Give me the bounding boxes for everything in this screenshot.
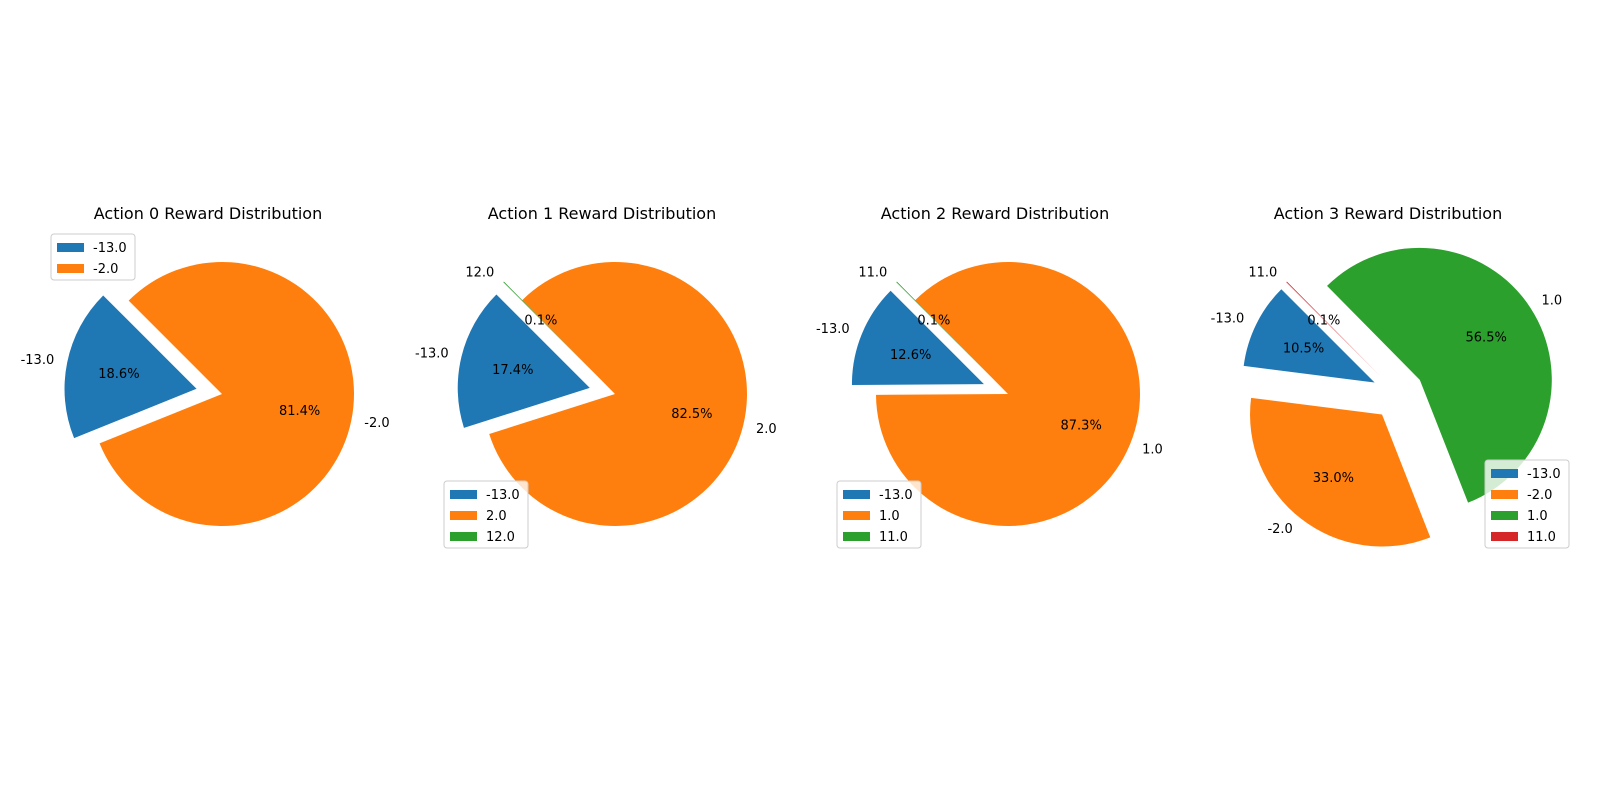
legend-swatch (450, 490, 477, 499)
pie-slice-1.0 (876, 262, 1140, 526)
legend-entry: -13.0 (486, 488, 520, 503)
pie-slice-12.0 (503, 281, 597, 376)
chart-title: Action 2 Reward Distribution (881, 204, 1109, 223)
legend-entry: -2.0 (93, 262, 118, 277)
slice-label: -2.0 (364, 416, 389, 431)
legend-swatch (57, 264, 84, 273)
legend-entry: 1.0 (1527, 509, 1548, 524)
pie-slice-2.0 (489, 261, 747, 526)
pie-chart-0: Action 0 Reward Distribution -13.0 18.6% -2… (21, 204, 390, 526)
slice-label: -13.0 (816, 322, 850, 337)
legend-swatch (1491, 490, 1518, 499)
legend-entry: 11.0 (879, 530, 908, 545)
legend-swatch (1491, 532, 1518, 541)
legend-swatch (57, 243, 84, 252)
pie-slice-1.0 (1327, 247, 1552, 503)
legend: -13.0 2.0 12.0 (443, 480, 529, 549)
legend-entry: 11.0 (1527, 530, 1556, 545)
pie-slice-11.0 (896, 281, 990, 376)
percent-label: 0.1% (917, 313, 950, 328)
percent-label: 0.1% (1307, 313, 1340, 328)
slice-label: 11.0 (858, 266, 887, 281)
pie-slice--13.0 (851, 290, 984, 385)
pie-slice--2.0 (99, 262, 354, 526)
pie-slice-11.0 (1286, 281, 1380, 376)
legend-entry: 1.0 (879, 509, 900, 524)
slice-label: -13.0 (415, 347, 449, 362)
legend: -13.0 1.0 11.0 (836, 480, 922, 549)
pie-chart-1: Action 1 Reward Distribution -13.0 17.4% 2.… (415, 204, 777, 549)
legend-swatch (843, 532, 870, 541)
slice-label: -2.0 (1267, 522, 1292, 537)
legend-swatch (843, 490, 870, 499)
pie-chart-3: Action 3 Reward Distribution -13.0 10.5% -2… (1211, 204, 1570, 549)
slice-label: 1.0 (1142, 443, 1163, 458)
percent-label: 33.0% (1313, 471, 1354, 486)
legend: -13.0 -2.0 (50, 233, 136, 281)
legend-swatch (1491, 511, 1518, 520)
chart-title: Action 3 Reward Distribution (1274, 204, 1502, 223)
legend-entry: 2.0 (486, 509, 507, 524)
legend-swatch (450, 511, 477, 520)
percent-label: 12.6% (890, 348, 931, 363)
legend-entry: 12.0 (486, 530, 515, 545)
chart-title: Action 1 Reward Distribution (488, 204, 716, 223)
slice-label: 11.0 (1248, 266, 1277, 281)
legend: -13.0 -2.0 1.0 11.0 (1484, 459, 1570, 549)
chart-title: Action 0 Reward Distribution (94, 204, 322, 223)
percent-label: 10.5% (1283, 342, 1324, 357)
legend-entry: -13.0 (1527, 467, 1561, 482)
pie-slice--2.0 (1250, 397, 1431, 547)
pie-slice--13.0 (64, 295, 197, 439)
slice-label: 2.0 (756, 422, 777, 437)
legend-entry: -2.0 (1527, 488, 1552, 503)
legend-swatch (450, 532, 477, 541)
percent-label: 81.4% (279, 404, 320, 419)
legend-swatch (843, 511, 870, 520)
legend-entry: -13.0 (93, 241, 127, 256)
legend-swatch (1491, 469, 1518, 478)
pie-chart-2: Action 2 Reward Distribution -13.0 12.6% 1.… (816, 204, 1163, 549)
percent-label: 0.1% (524, 313, 557, 328)
percent-label: 17.4% (492, 363, 533, 378)
slice-label: 12.0 (465, 266, 494, 281)
percent-label: 82.5% (671, 407, 712, 422)
slice-label: -13.0 (21, 353, 55, 368)
percent-label: 18.6% (98, 367, 139, 382)
legend-entry: -13.0 (879, 488, 913, 503)
percent-label: 56.5% (1466, 331, 1507, 346)
pie-slice--13.0 (1243, 289, 1375, 383)
pie-slice--13.0 (457, 294, 590, 428)
legend-frame (1484, 459, 1570, 549)
slice-label: 1.0 (1542, 294, 1563, 309)
percent-label: 87.3% (1061, 418, 1102, 433)
slice-label: -13.0 (1211, 312, 1245, 327)
